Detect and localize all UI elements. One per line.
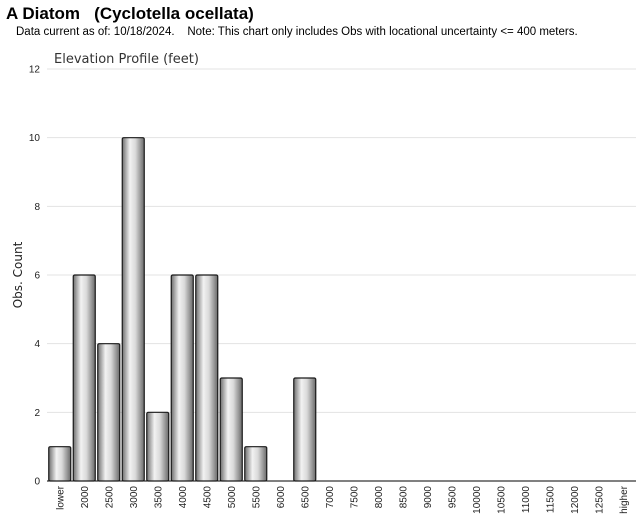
x-tick-label: 11500 xyxy=(545,486,556,514)
bar-4000 xyxy=(170,274,194,482)
chart-page-title: A Diatom (Cyclotella ocellata) xyxy=(6,4,254,23)
x-tick-label: 4500 xyxy=(202,486,213,509)
chart-title: Elevation Profile (feet) xyxy=(54,52,199,67)
x-tick-label: 4000 xyxy=(178,486,189,509)
bar-3500 xyxy=(146,411,170,482)
y-tick-label: 8 xyxy=(34,202,40,213)
x-tick-label: 8500 xyxy=(398,486,409,509)
x-tick-label: 11000 xyxy=(521,486,532,514)
bar-lower xyxy=(48,446,72,482)
x-tick-label: 8000 xyxy=(374,486,385,509)
bar-6500 xyxy=(293,377,317,482)
y-tick-label: 0 xyxy=(34,477,40,488)
bar-4500 xyxy=(195,274,219,482)
y-axis-label: Obs. Count xyxy=(11,241,25,308)
x-tick-label: 7000 xyxy=(325,486,336,509)
x-tick-label: 10000 xyxy=(472,486,483,514)
bar-5500 xyxy=(244,446,268,482)
x-tick-label: 7500 xyxy=(349,486,360,509)
bar-3000 xyxy=(121,137,145,482)
x-tick-label: 3500 xyxy=(153,486,164,509)
y-tick-label: 10 xyxy=(29,133,41,144)
x-tick-label: 5000 xyxy=(227,486,238,509)
y-tick-label: 2 xyxy=(34,408,40,419)
x-tick-label: 2000 xyxy=(80,486,91,509)
x-tick-label: 6500 xyxy=(300,486,311,509)
data-note: Data current as of: 10/18/2024. Note: Th… xyxy=(16,26,578,38)
x-tick-label: 12500 xyxy=(594,486,605,514)
x-tick-label: 9000 xyxy=(423,486,434,509)
y-tick-label: 6 xyxy=(34,271,40,282)
bar-2000 xyxy=(72,274,96,482)
x-tick-label: 9500 xyxy=(447,486,458,509)
x-tick-label: 10500 xyxy=(496,486,507,514)
x-tick-label: 12000 xyxy=(570,486,581,514)
bar-5000 xyxy=(219,377,243,482)
y-tick-label: 12 xyxy=(29,65,41,76)
x-tick-label: higher xyxy=(619,485,630,513)
bar-2500 xyxy=(97,343,121,482)
x-tick-label: lower xyxy=(55,485,66,510)
x-tick-label: 3000 xyxy=(129,486,140,509)
x-tick-label: 6000 xyxy=(276,486,287,509)
x-tick-label: 5500 xyxy=(251,486,262,509)
y-tick-label: 4 xyxy=(34,339,40,350)
x-tick-label: 2500 xyxy=(104,486,115,509)
